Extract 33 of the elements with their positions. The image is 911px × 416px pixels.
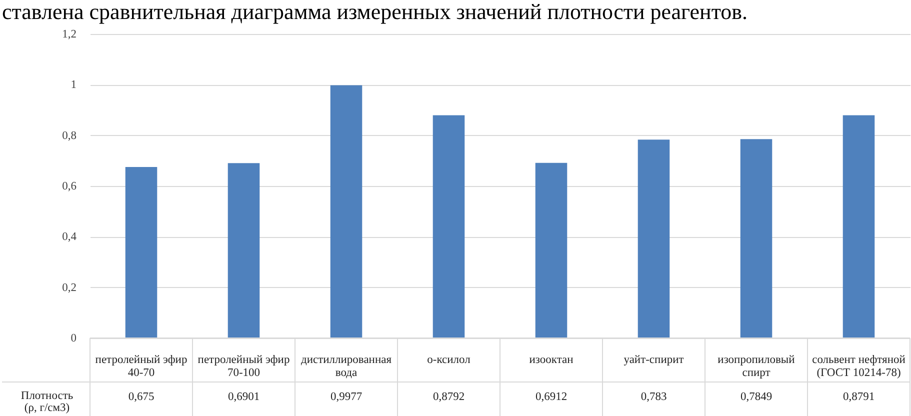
- y-tick-label: 1,2: [62, 28, 77, 40]
- x-tick-label: петролейный эфир 70-100: [198, 354, 290, 379]
- x-tick-label: сольвент нефтяной (ГОСТ 10214-78): [812, 354, 906, 379]
- y-tick-label: 0,6: [62, 180, 77, 192]
- data-label: 0,7849: [740, 391, 772, 403]
- y-tick-label: 0: [70, 332, 77, 344]
- data-label: 0,6901: [228, 391, 260, 403]
- x-tick-label: изопропиловый спирт: [718, 354, 795, 379]
- text: Плотность (ρ, г/см3): [20, 390, 74, 414]
- bar: [228, 163, 260, 338]
- bar: [330, 85, 362, 338]
- y-tick-label: 1: [70, 79, 77, 92]
- y-tick-label: 0,8: [62, 130, 77, 142]
- data-label: 0,8792: [432, 391, 465, 403]
- y-tick-label: 0,4: [62, 231, 77, 244]
- x-tick-label: о-ксилол: [427, 354, 471, 366]
- x-tick-label: петролейный эфир 40-70: [95, 354, 188, 379]
- data-label: 0,8791: [842, 391, 875, 403]
- bar: [125, 167, 158, 338]
- x-tick-label: дистиллированная вода: [300, 354, 392, 379]
- y-tick-label: 0,2: [62, 282, 77, 294]
- bar: [842, 115, 875, 338]
- data-label: 0,9977: [330, 391, 362, 403]
- data-label: 0,6912: [535, 391, 568, 403]
- x-tick-label: изооктан: [529, 354, 574, 366]
- bar: [638, 140, 670, 338]
- data-label: 0,675: [128, 391, 154, 403]
- chart-title: ставлена сравнительная диаграмма измеренных значений плотности реагентов.: [2, 0, 748, 24]
- bar: [740, 139, 772, 338]
- bar: [432, 115, 465, 338]
- bar: [535, 162, 568, 338]
- data-label: 0,783: [640, 391, 667, 403]
- x-tick-label: уайт-спирит: [624, 354, 684, 366]
